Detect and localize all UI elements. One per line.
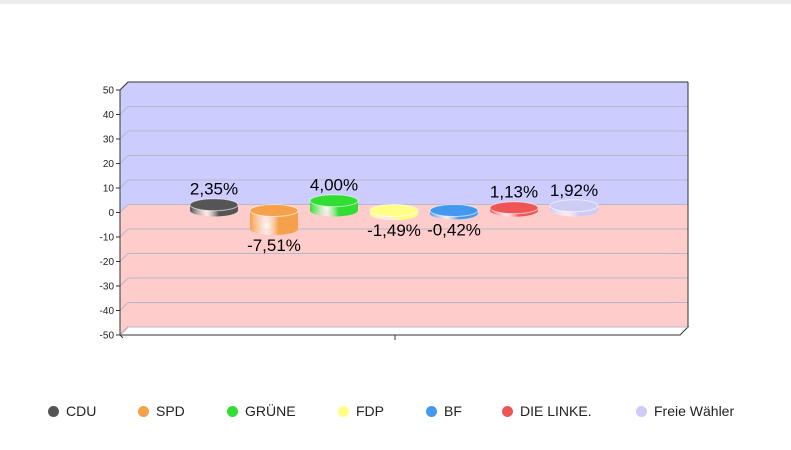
- legend-item: FDP: [338, 400, 384, 422]
- legend-swatch: [227, 405, 238, 417]
- bar-top: [189, 198, 239, 212]
- legend-swatch: [338, 405, 349, 417]
- bar-top: [369, 204, 419, 217]
- gridline-side: [119, 106, 129, 115]
- chart-floor: [118, 326, 690, 336]
- gridline-side: [119, 179, 129, 189]
- legend-label: SPD: [156, 403, 185, 419]
- bar-fdp: [369, 204, 419, 221]
- bar-top: [549, 199, 599, 213]
- bar-top: [249, 204, 299, 217]
- legend-label: CDU: [66, 403, 97, 419]
- legend-label: Freie Wähler: [654, 403, 735, 419]
- y-tick-label: 0: [108, 208, 114, 219]
- y-tick-label: 50: [103, 86, 115, 97]
- y-axis-top-edge: [119, 81, 129, 91]
- legend-item: DIE LINKE.: [502, 400, 592, 422]
- bar-chart-svg: 50 40 30 20 10 0 -10 -20 -30 -40 -50 2,35% -7,51% 4,…: [100, 81, 690, 342]
- legend-label: GRÜNE: [245, 403, 296, 419]
- gridline-side: [119, 326, 129, 336]
- data-label: 2,35%: [190, 180, 238, 199]
- left-wall-positive: [120, 82, 128, 213]
- bar-top: [489, 201, 539, 215]
- chart-legend: CDU SPD GRÜNE FDP BF DIE LINKE. Freie Wähler: [0, 400, 791, 422]
- y-tick-label: 20: [103, 159, 115, 170]
- bar-bottom: [250, 222, 298, 235]
- legend-item: BF: [426, 400, 462, 422]
- data-label: 4,00%: [310, 176, 358, 195]
- legend-swatch: [138, 405, 149, 417]
- gridline-side: [119, 130, 129, 140]
- positive-band: [128, 82, 688, 205]
- y-tick-label: 40: [103, 110, 115, 121]
- bar-top: [309, 194, 359, 208]
- axis-corner: [119, 334, 124, 339]
- y-tick-label: 30: [103, 135, 115, 146]
- data-label: -7,51%: [247, 236, 301, 255]
- legend-item: SPD: [138, 400, 185, 422]
- legend-label: DIE LINKE.: [520, 403, 592, 419]
- legend-label: FDP: [356, 403, 384, 419]
- y-tick-label: -40: [100, 306, 115, 317]
- bar-top: [429, 204, 479, 217]
- bar-cdu: [189, 198, 239, 217]
- y-tick-label: -10: [100, 233, 115, 244]
- legend-swatch: [636, 405, 647, 417]
- top-bar: [0, 0, 791, 4]
- y-tick-label: -30: [100, 282, 115, 293]
- y-tick-label: -20: [100, 257, 115, 268]
- gridline-side: [119, 302, 129, 311]
- gridline-side: [119, 253, 129, 262]
- data-label: -1,49%: [367, 221, 421, 240]
- legend-item: CDU: [48, 400, 96, 422]
- bar-grüne: [309, 194, 359, 217]
- legend-item: GRÜNE: [227, 400, 296, 422]
- data-label: 1,13%: [490, 183, 538, 202]
- gridline-side: [119, 277, 129, 287]
- bar-spd: [249, 204, 299, 235]
- legend-label: BF: [444, 403, 462, 419]
- gridline-side: [119, 228, 129, 238]
- gridline-side: [119, 204, 129, 213]
- data-label: -0,42%: [427, 221, 481, 240]
- bar-bf: [429, 204, 479, 220]
- legend-swatch: [426, 405, 437, 417]
- legend-swatch: [502, 405, 513, 417]
- legend-item: Freie Wähler: [636, 400, 734, 422]
- gridline-side: [119, 155, 129, 164]
- negative-band: [128, 204, 688, 327]
- y-tick-label: -50: [100, 331, 115, 342]
- bar-bottom: [310, 204, 358, 217]
- left-wall-negative: [120, 204, 128, 335]
- bar-die-linke-: [489, 201, 539, 217]
- legend-swatch: [48, 405, 59, 417]
- y-tick-label: 10: [103, 184, 115, 195]
- bar-freie-wähler: [549, 199, 599, 217]
- data-label: 1,92%: [550, 181, 598, 200]
